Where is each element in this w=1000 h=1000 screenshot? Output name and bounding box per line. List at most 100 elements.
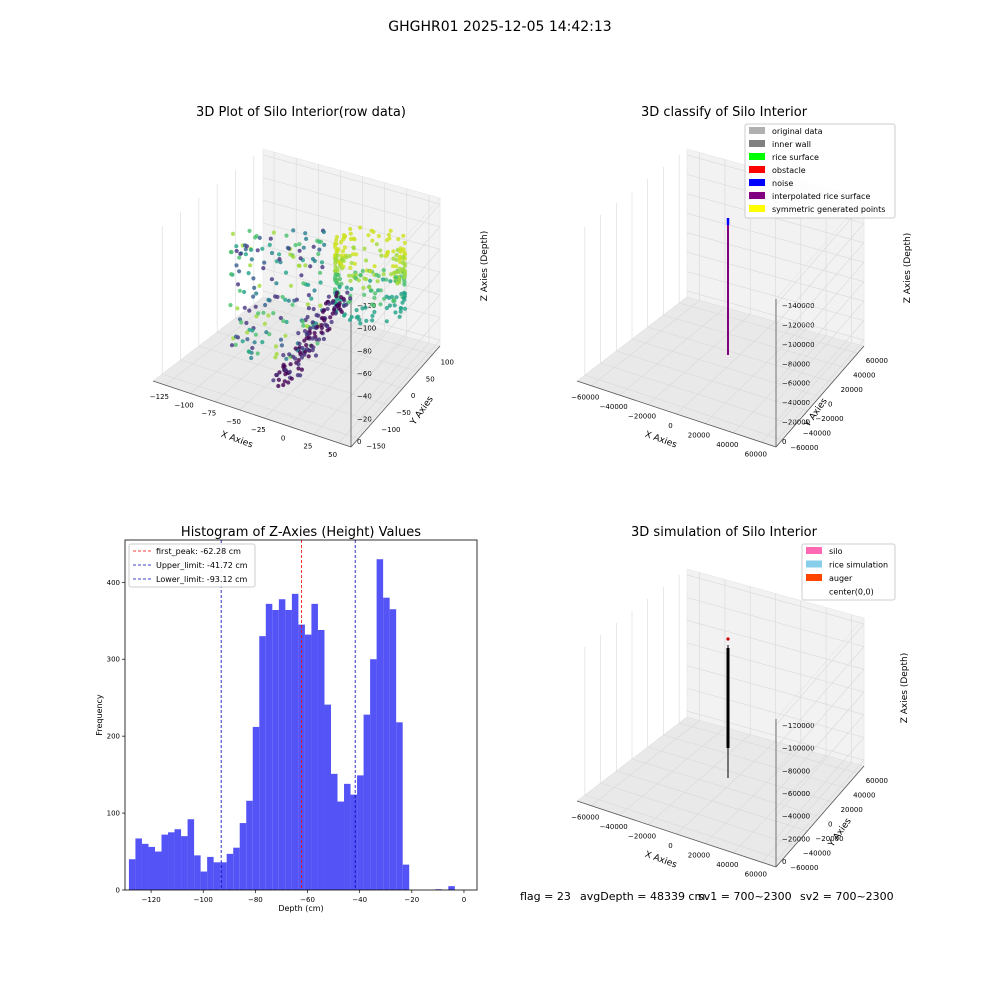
histogram-bar <box>252 726 260 890</box>
point <box>336 273 341 278</box>
point <box>288 252 293 257</box>
point <box>305 302 310 307</box>
y-grid-floor <box>600 782 795 846</box>
point <box>264 330 269 335</box>
z-tick-label: −100000 <box>782 745 815 753</box>
point <box>283 372 288 377</box>
histogram-frame <box>124 539 478 891</box>
point <box>385 250 390 255</box>
z-tick-label: −80 <box>357 347 372 355</box>
point <box>319 325 324 330</box>
point <box>267 332 272 337</box>
x-tick-label: −40 <box>352 896 367 904</box>
point <box>237 269 242 274</box>
y-axis-line <box>350 345 441 448</box>
simulation-plot-xlabel: X Axies <box>643 850 678 871</box>
y-tick-label: 0 <box>411 392 415 400</box>
point <box>402 240 407 245</box>
histogram-bar <box>285 610 292 890</box>
point <box>268 236 273 241</box>
point <box>229 343 235 348</box>
point <box>242 305 247 310</box>
point <box>342 312 347 317</box>
legend-swatch <box>749 205 765 212</box>
y-grid-floor <box>631 338 821 397</box>
legend-label: Upper_limit: -41.72 cm <box>156 561 248 570</box>
legend-label: noise <box>772 179 793 188</box>
point <box>286 380 291 385</box>
z-grid-right <box>350 339 441 442</box>
x-tick-label: 0 <box>668 842 672 850</box>
status-sv2: sv2 = 700~2300 <box>800 890 894 903</box>
point <box>255 248 260 253</box>
y-grid-floor <box>253 303 433 355</box>
histogram-bar <box>161 834 169 890</box>
point <box>323 301 329 306</box>
y-grid-floor <box>631 758 821 817</box>
point <box>299 273 304 278</box>
point <box>397 276 402 281</box>
point <box>364 318 369 323</box>
x-tick-label: 40000 <box>716 441 738 449</box>
histogram-bar <box>154 851 162 890</box>
point <box>339 309 344 314</box>
point <box>271 378 276 383</box>
y-grid-floor <box>600 362 795 426</box>
point <box>391 249 396 254</box>
histogram-bar <box>246 800 253 890</box>
z-tick-label: −60000 <box>782 380 810 388</box>
histogram-bar <box>141 843 149 890</box>
legend-swatch <box>749 153 765 160</box>
x-tick-label: 60000 <box>745 870 767 878</box>
point <box>305 331 310 336</box>
point <box>297 242 302 247</box>
point <box>397 314 402 319</box>
z-tick-label: 0 <box>782 438 786 446</box>
point <box>366 233 371 238</box>
z-tick-label: −40 <box>357 393 372 401</box>
point <box>228 249 233 255</box>
point <box>398 306 404 311</box>
legend-label: inner wall <box>772 140 811 149</box>
y-tick-label: −20000 <box>815 415 843 423</box>
y-grid-floor <box>180 359 374 423</box>
status-sv1: sv1 = 700~2300 <box>698 890 792 903</box>
point <box>333 264 338 270</box>
histogram-bar <box>448 886 455 890</box>
point <box>321 308 326 313</box>
z-grid-right <box>775 203 865 306</box>
point <box>305 314 310 320</box>
point <box>402 290 407 295</box>
z-grid-right <box>775 281 865 383</box>
point <box>291 254 296 260</box>
figure-suptitle: GHGHR01 2025-12-05 14:42:13 <box>388 19 611 35</box>
raw-plot-xlabel: X Axies <box>219 430 254 451</box>
point <box>362 276 367 281</box>
point <box>304 324 309 329</box>
point <box>283 333 288 338</box>
point <box>396 237 401 242</box>
legend-swatch <box>749 140 765 147</box>
point <box>312 258 317 264</box>
point <box>364 258 369 263</box>
histogram-bar <box>389 609 397 890</box>
point <box>344 255 349 260</box>
point <box>386 232 391 237</box>
y-tick-label: −60000 <box>790 444 818 452</box>
point <box>361 285 366 290</box>
point <box>322 318 327 323</box>
point <box>244 320 249 326</box>
x-tick-label: 50 <box>328 451 337 459</box>
x-tick-label: 40000 <box>716 861 738 869</box>
point <box>341 237 346 242</box>
point <box>304 236 309 241</box>
point <box>257 283 262 288</box>
histogram-bar <box>278 599 286 890</box>
y-tick-label: 0 <box>828 821 832 829</box>
point <box>261 266 266 271</box>
point <box>351 246 356 251</box>
z-grid-right <box>775 737 865 839</box>
point <box>380 277 385 282</box>
x-tick-label: −20000 <box>628 833 656 841</box>
y-tick-label: −100 <box>381 426 400 434</box>
